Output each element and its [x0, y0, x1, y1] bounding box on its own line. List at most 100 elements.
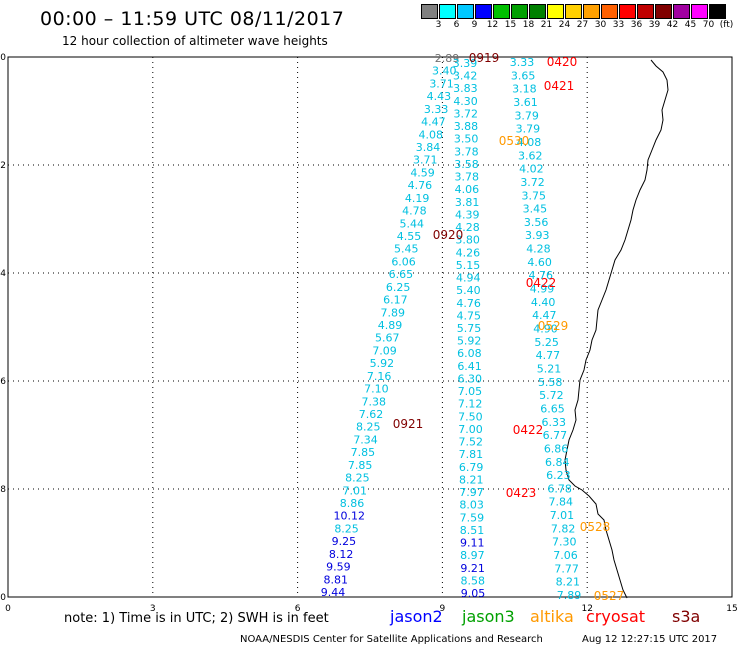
wave-height-value: 4.02 [519, 163, 544, 176]
colorbar-label: 70 [702, 20, 715, 30]
wave-height-value: 6.78 [547, 482, 572, 495]
wave-height-value: 5.15 [456, 259, 481, 272]
wave-height-value: 3.71 [429, 77, 454, 90]
colorbar-swatch [439, 4, 456, 19]
wave-height-value: 3.62 [518, 149, 543, 162]
wave-height-value: 3.75 [522, 189, 547, 202]
wave-height-value: 7.81 [459, 448, 484, 461]
wave-height-value: 3.40 [432, 65, 457, 78]
colorbar-label: 30 [594, 20, 607, 30]
wave-height-value: 3.93 [525, 229, 550, 242]
wave-height-value: 3.56 [524, 216, 549, 229]
wave-height-value: 4.47 [421, 116, 446, 129]
legend-s3a: s3a [672, 607, 701, 626]
wave-height-value: 7.01 [550, 509, 575, 522]
wave-height-value: 3.78 [454, 145, 479, 158]
wave-height-value: 7.30 [552, 536, 577, 549]
pass-time-label: 0421 [544, 79, 575, 93]
wave-height-tracks: 2.893.403.714.433.334.474.083.843.714.59… [321, 52, 582, 602]
x-tick-label: 12 [581, 604, 592, 614]
wave-height-value: 5.44 [399, 217, 424, 230]
wave-height-value: 6.65 [389, 268, 414, 281]
wave-height-value: 8.25 [334, 522, 359, 535]
colorbar-swatch [547, 4, 564, 19]
wave-height-value: 4.43 [427, 90, 452, 103]
wave-height-value: 9.11 [460, 537, 485, 550]
wave-height-value: 6.77 [543, 429, 568, 442]
colorbar-label: 9 [471, 20, 478, 30]
wave-height-value: 4.08 [517, 136, 542, 149]
wave-height-value: 10.12 [334, 510, 366, 523]
x-tick-label: 15 [726, 604, 737, 614]
wave-height-value: 8.81 [323, 573, 348, 586]
wave-height-value: 5.40 [456, 284, 481, 297]
wave-height-value: 4.76 [456, 297, 481, 310]
wave-height-value: 3.39 [453, 57, 478, 70]
wave-height-value: 3.61 [513, 96, 538, 109]
wave-height-value: 9.44 [321, 586, 346, 599]
wave-height-value: 7.89 [557, 589, 582, 602]
colorbar-label: 18 [522, 20, 535, 30]
wave-height-value: 3.65 [511, 69, 536, 82]
wave-height-value: 6.30 [458, 372, 483, 385]
wave-height-value: 7.97 [459, 486, 484, 499]
wave-height-value: 4.30 [453, 95, 478, 108]
wave-height-value: 5.72 [539, 389, 564, 402]
wave-height-value: 4.55 [397, 230, 422, 243]
colorbar-label: (ft) [719, 20, 734, 30]
wave-height-value: 3.80 [455, 234, 480, 247]
legend-cryosat: cryosat [586, 607, 646, 626]
wave-height-value: 3.79 [514, 109, 539, 122]
pass-time-label: 0528 [580, 520, 611, 534]
colorbar-swatch [709, 4, 726, 19]
y-tick-label: -18 [0, 485, 6, 495]
wave-height-value: 6.65 [540, 402, 565, 415]
wave-height-value: 4.28 [526, 243, 551, 256]
wave-height-value: 6.06 [391, 255, 416, 268]
x-tick-label: 3 [150, 604, 156, 614]
wave-height-value: 6.17 [383, 294, 408, 307]
wave-height-value: 3.33 [510, 56, 535, 69]
colorbar-label: 42 [666, 20, 679, 30]
wave-height-value: 7.62 [359, 408, 384, 421]
colorbar-label: 15 [504, 20, 517, 30]
wave-height-value: 4.19 [405, 192, 430, 205]
wave-height-value: 6.79 [459, 461, 484, 474]
wave-height-value: 4.60 [527, 256, 552, 269]
wave-height-value: 3.88 [454, 120, 479, 133]
wave-height-value: 8.97 [460, 549, 485, 562]
wave-height-value: 4.06 [455, 183, 480, 196]
wave-height-value: 6.25 [386, 281, 411, 294]
pass-labels: 0919 0420 0421 0530 0920 0422 0529 0921 0422 0423… [393, 51, 625, 603]
pass-time-label: 0530 [499, 134, 530, 148]
wave-height-value: 7.85 [351, 446, 376, 459]
colorbar-swatch [475, 4, 492, 19]
wave-height-value: 7.34 [353, 433, 378, 446]
wave-height-value: 7.00 [458, 423, 483, 436]
wave-height-value: 6.86 [544, 442, 569, 455]
colorbar-swatch [421, 4, 438, 19]
wave-height-value: 3.72 [454, 107, 479, 120]
y-tick-label: -12 [0, 161, 6, 171]
colorbar-label: 27 [576, 20, 589, 30]
wave-height-value: 3.50 [454, 133, 479, 146]
wave-height-value: 8.21 [556, 576, 581, 589]
colorbar-swatch [457, 4, 474, 19]
colorbar-label: 21 [540, 20, 553, 30]
wave-height-value: 3.42 [453, 70, 478, 83]
wave-height-value: 4.78 [402, 205, 427, 218]
wave-height-value: 7.06 [553, 549, 578, 562]
colorbar-swatch [673, 4, 690, 19]
wave-height-value: 4.39 [455, 208, 480, 221]
wave-height-value: 5.45 [394, 243, 419, 256]
wave-height-value: 9.05 [461, 587, 486, 600]
colorbar-swatch [655, 4, 672, 19]
timestamp: Aug 12 12:27:15 UTC 2017 [582, 634, 718, 645]
y-tick-label: -20 [0, 593, 6, 603]
wave-height-value: 7.05 [458, 385, 483, 398]
wave-height-value: 4.77 [536, 349, 561, 362]
colorbar-swatch [565, 4, 582, 19]
axis-labels: 0 3 6 9 12 15 -10 -12 -14 -16 -18 -20 [0, 53, 738, 614]
wave-height-value: 6.08 [457, 347, 482, 360]
